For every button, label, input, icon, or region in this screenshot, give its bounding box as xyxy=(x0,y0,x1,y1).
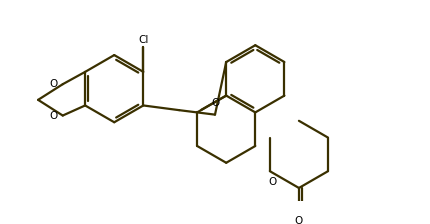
Text: O: O xyxy=(268,177,276,187)
Text: Cl: Cl xyxy=(138,35,148,45)
Text: O: O xyxy=(295,216,303,224)
Text: O: O xyxy=(49,79,57,89)
Text: O: O xyxy=(49,110,57,121)
Text: O: O xyxy=(211,98,219,108)
